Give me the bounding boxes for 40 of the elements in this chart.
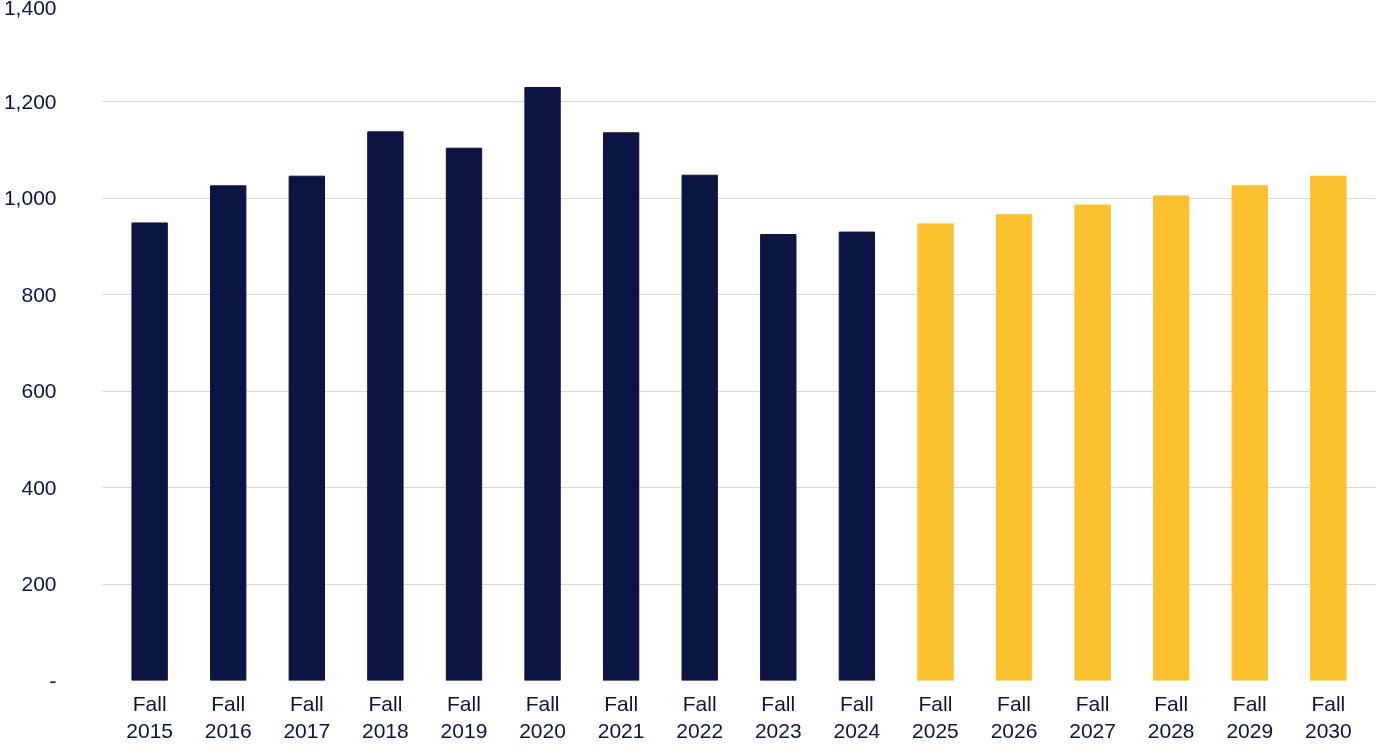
- bar: [524, 86, 561, 681]
- bar: [602, 132, 640, 681]
- bar: [760, 234, 797, 681]
- bar: [445, 147, 483, 681]
- x-tick-label: Fall 2030: [1304, 691, 1352, 743]
- y-tick-label: 200: [21, 572, 57, 596]
- bar: [288, 175, 325, 681]
- x-tick-label: Fall 2029: [1226, 691, 1274, 743]
- bar: [681, 174, 718, 681]
- x-tick-label: Fall 2016: [204, 691, 252, 743]
- x-tick-label: Fall 2021: [597, 691, 645, 743]
- x-tick-label: Fall 2027: [1069, 691, 1116, 743]
- x-tick-label: Fall 2024: [833, 691, 881, 743]
- y-tick-label: 1,000: [3, 186, 57, 210]
- x-tick-label: Fall 2019: [440, 691, 488, 743]
- y-tick-label: 1,200: [3, 89, 57, 113]
- x-tick-label: Fall 2015: [126, 691, 174, 743]
- x-tick-label: Fall 2017: [283, 691, 331, 743]
- y-tick-label: 1,400: [3, 0, 57, 19]
- bar: [1310, 175, 1347, 681]
- x-tick-label: Fall 2028: [1147, 691, 1195, 743]
- y-tick-label: -: [49, 668, 57, 692]
- y-tick-label: 600: [21, 379, 57, 403]
- bar: [1231, 185, 1268, 681]
- bar: [995, 214, 1033, 681]
- x-tick-label: Fall 2018: [362, 691, 409, 743]
- x-tick-label: Fall 2025: [912, 691, 959, 743]
- bar: [1153, 195, 1190, 681]
- bar: [367, 131, 404, 681]
- x-tick-label: Fall 2023: [754, 691, 802, 743]
- bar: [838, 231, 876, 681]
- x-tick-label: Fall 2026: [990, 691, 1038, 743]
- x-tick-label: Fall 2020: [519, 691, 566, 743]
- bar: [917, 223, 954, 681]
- x-tick-label: Fall 2022: [676, 691, 724, 743]
- y-tick-label: 800: [21, 282, 57, 306]
- y-tick-label: 400: [21, 475, 57, 499]
- bar: [210, 185, 247, 681]
- bar: [1074, 204, 1111, 681]
- bar: [131, 222, 168, 681]
